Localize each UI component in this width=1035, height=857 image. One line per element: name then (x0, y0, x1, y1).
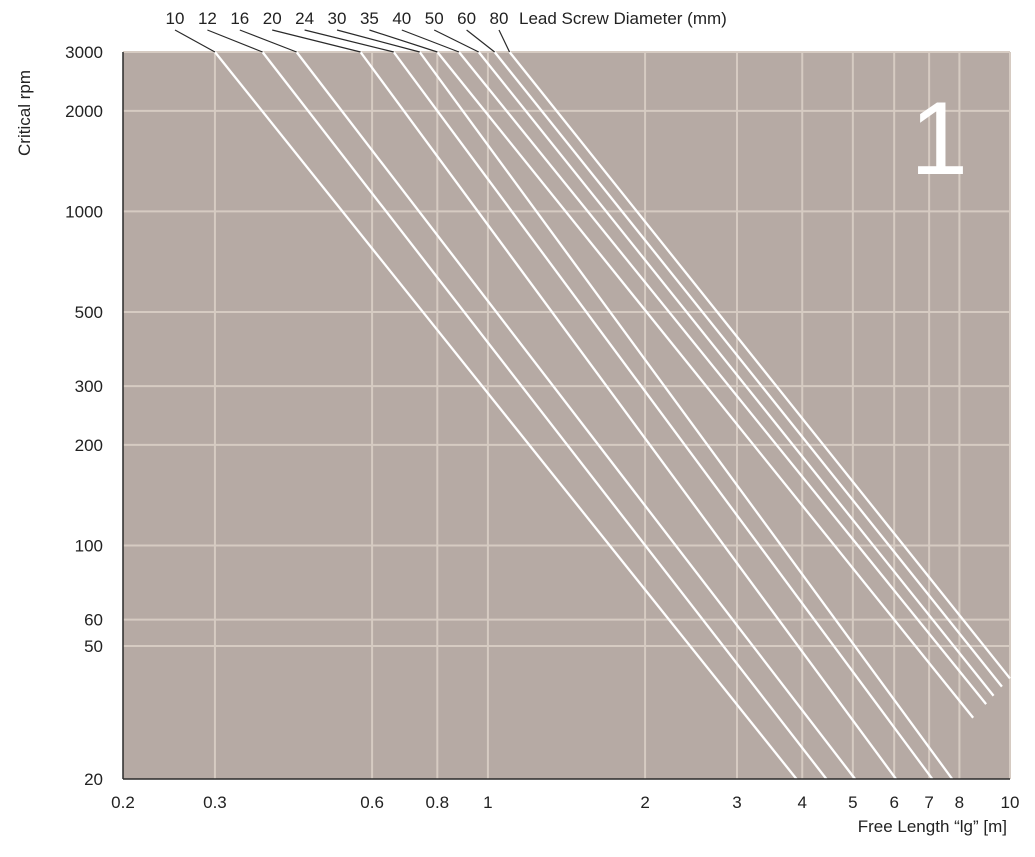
x-tick-label: 1 (483, 793, 492, 812)
legend-title: Lead Screw Diameter (mm) (519, 9, 727, 28)
y-tick-label: 3000 (65, 43, 103, 62)
x-axis-title: Free Length “lg” [m] (858, 817, 1007, 836)
leader-line-10 (174, 29, 216, 53)
series-line-50 (477, 51, 995, 697)
leader-line-12 (207, 29, 263, 53)
y-tick-label: 200 (75, 436, 103, 455)
legend-labels: 10 12 16 20 24 30 35 40 50 60 80 (166, 9, 509, 28)
y-tick-label: 50 (84, 637, 103, 656)
series-line-24 (392, 51, 934, 780)
series-label-24: 24 (295, 9, 314, 28)
x-tick-labels: 0.2 0.3 0.6 0.8 1 2 3 4 5 6 7 8 10 (111, 793, 1019, 812)
leader-line-20 (272, 29, 361, 53)
gridlines (123, 51, 1011, 779)
series-label-16: 16 (230, 9, 249, 28)
x-tick-label: 0.6 (360, 793, 384, 812)
series-label-80: 80 (490, 9, 509, 28)
leader-line-30 (336, 29, 420, 53)
x-tick-label: 0.8 (426, 793, 450, 812)
x-tick-label: 5 (848, 793, 857, 812)
leader-line-40 (401, 29, 460, 53)
y-tick-labels: 20 50 60 100 200 300 500 1000 2000 3000 (65, 43, 103, 789)
y-tick-label: 2000 (65, 102, 103, 121)
y-tick-label: 500 (75, 303, 103, 322)
x-tick-label: 7 (924, 793, 933, 812)
x-tick-label: 0.2 (111, 793, 135, 812)
x-tick-label: 2 (640, 793, 649, 812)
series-line-16 (295, 51, 857, 780)
series-label-30: 30 (328, 9, 347, 28)
leader-line-50 (433, 29, 479, 53)
x-tick-label: 0.3 (203, 793, 227, 812)
x-tick-label: 4 (798, 793, 807, 812)
series-label-10: 10 (166, 9, 185, 28)
series-label-50: 50 (425, 9, 444, 28)
series-line-12 (261, 51, 828, 780)
y-tick-label: 20 (84, 770, 103, 789)
series-label-60: 60 (457, 9, 476, 28)
x-tick-label: 6 (889, 793, 898, 812)
leader-line-80 (498, 29, 511, 53)
series-line-60 (493, 51, 1003, 688)
leader-line-16 (239, 29, 297, 53)
y-tick-label: 100 (75, 536, 103, 555)
series-line-40 (458, 51, 988, 705)
y-tick-label: 300 (75, 377, 103, 396)
series-line-30 (418, 51, 954, 780)
leader-line-35 (369, 29, 438, 53)
x-tick-label: 10 (1001, 793, 1020, 812)
series-line-35 (436, 51, 975, 719)
x-tick-label: 8 (955, 793, 964, 812)
leader-line-24 (304, 29, 394, 53)
legend-leader-lines (174, 29, 511, 53)
y-tick-label: 1000 (65, 202, 103, 221)
series-lines (214, 51, 1011, 780)
y-axis-title: Critical rpm (15, 70, 34, 156)
panel-number: 1 (910, 81, 968, 197)
leader-line-60 (466, 29, 495, 53)
series-label-40: 40 (392, 9, 411, 28)
series-label-35: 35 (360, 9, 379, 28)
x-tick-label: 3 (732, 793, 741, 812)
series-line-10 (214, 51, 798, 780)
series-label-20: 20 (263, 9, 282, 28)
y-tick-label: 60 (84, 611, 103, 630)
series-line-80 (508, 51, 1011, 680)
series-label-12: 12 (198, 9, 217, 28)
series-line-20 (359, 51, 897, 780)
